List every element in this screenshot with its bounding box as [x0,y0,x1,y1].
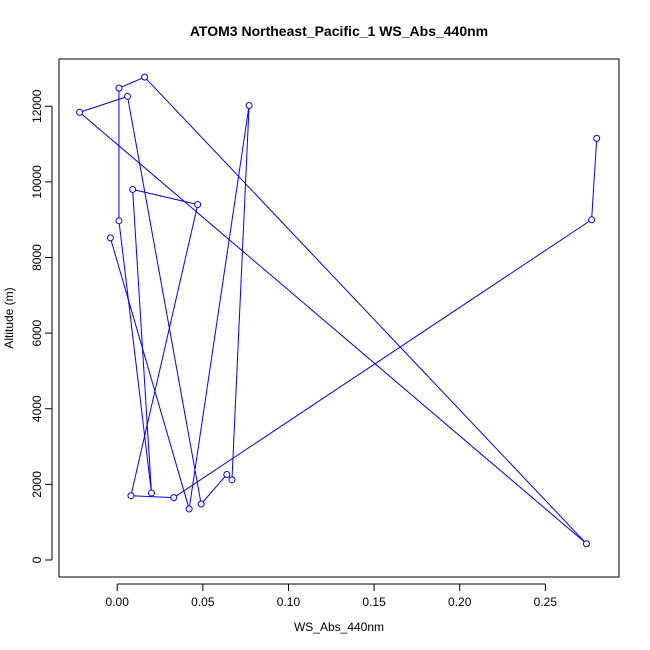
series-segment [131,207,198,493]
x-tick-label: 0.05 [191,595,215,609]
x-tick-label: 0.25 [534,595,558,609]
y-tick-label: 6000 [30,319,44,346]
data-point [245,102,253,110]
series-segment [81,113,585,543]
series-segment [231,108,250,477]
y-axis: 0 2000 4000 6000 8000 10000 12000 [30,89,53,563]
data-point [223,471,231,479]
y-tick-label: 2000 [30,471,44,498]
data-point [593,134,601,142]
plot-frame [58,58,620,578]
x-axis: 0.00 0.05 0.10 0.15 0.20 0.25 [106,583,558,609]
x-tick-label: 0.20 [448,595,472,609]
series-segment [127,99,202,502]
data-point [115,217,123,225]
data-point [228,476,236,484]
y-tick-label: 10000 [30,165,44,199]
chart-title: ATOM3 Northeast_Pacific_1 WS_Abs_440nm [190,23,488,39]
x-tick-label: 0.00 [106,595,130,609]
y-tick-label: 0 [30,556,44,563]
x-tick-label: 0.10 [277,595,301,609]
y-tick-label: 4000 [30,395,44,422]
data-point [170,494,178,502]
series-segment [202,476,226,503]
series-segment [146,78,585,542]
series-segment [133,495,171,498]
series-segment [82,96,125,112]
series-segment [121,77,143,88]
series-segment [591,141,598,217]
series-segment [110,240,189,507]
data-point [124,92,132,100]
series-segment [132,192,152,491]
data-point [582,540,590,548]
data-point [185,505,193,513]
data-point [76,108,84,116]
data-point [115,84,123,92]
series-segment [175,220,590,497]
data-point [141,73,149,81]
data-point [197,500,205,508]
y-tick-label: 8000 [30,244,44,271]
data-point [129,185,137,193]
data-point [588,216,596,224]
series-segment [189,108,250,507]
y-axis-title: Altitude (m) [2,287,16,348]
data-point [127,492,135,500]
data-point [106,234,114,242]
data-point [147,489,155,497]
x-tick-label: 0.15 [362,595,386,609]
series-segment [118,223,152,491]
data-series [76,73,601,548]
x-axis-title: WS_Abs_440nm [294,620,384,634]
data-point [194,201,202,209]
y-tick-label: 12000 [30,89,44,123]
